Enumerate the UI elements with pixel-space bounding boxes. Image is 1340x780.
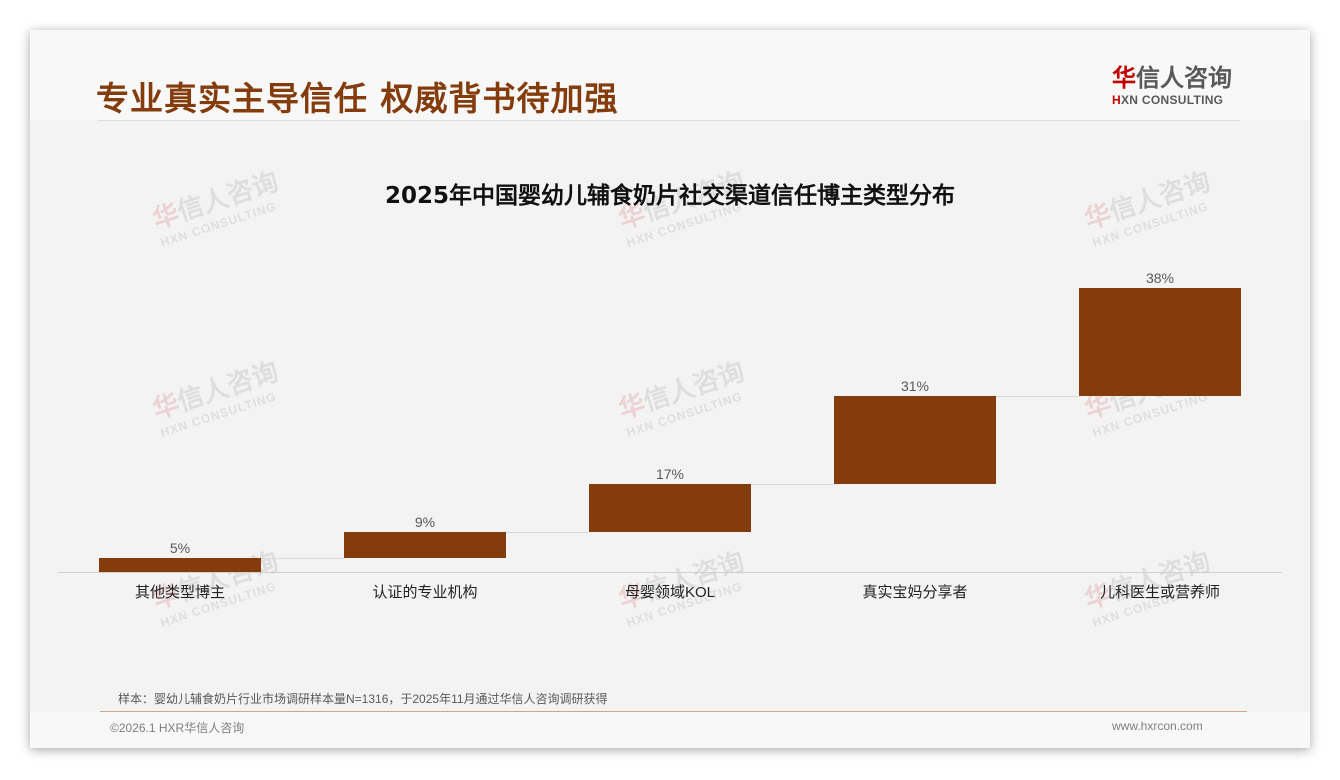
bar-value-label: 31% [900, 377, 930, 394]
category-label: 其他类型博主 [134, 584, 225, 601]
page-title: 专业真实主导信任 权威背书待加强 [96, 79, 619, 118]
website-link[interactable]: www.hxrcon.com [1112, 719, 1203, 733]
waterfall-chart: 5% 其他类型博主 9% 认证的专业机构 17% 母婴领域KOL 31% 真实宝妈分享者 38%… [30, 30, 1310, 748]
logo-accent-char: 华 [1112, 64, 1136, 92]
connector-line [751, 483, 834, 485]
footer-divider [100, 711, 1247, 712]
brand-logo: 华信人咨询 HXN CONSULTING [1112, 64, 1242, 107]
x-axis-line [58, 572, 1282, 573]
logo-cn-rest: 信人咨询 [1136, 64, 1232, 92]
bar-value-label: 9% [414, 514, 436, 531]
bar [99, 557, 261, 572]
logo-en: HXN CONSULTING [1112, 93, 1242, 107]
connector-line [261, 557, 344, 559]
bar-value-label: 5% [169, 539, 191, 556]
category-label: 认证的专业机构 [372, 584, 478, 601]
connector-line [506, 532, 589, 534]
bar [834, 395, 996, 484]
logo-cn: 华信人咨询 [1112, 64, 1242, 92]
connector-line [996, 395, 1079, 397]
copyright: ©2026.1 HXR华信人咨询 [110, 721, 245, 735]
category-label: 儿科医生或营养师 [1099, 584, 1220, 601]
bar-value-label: 17% [655, 465, 685, 482]
chart-title: 2025年中国婴幼儿辅食奶片社交渠道信任博主类型分布 [384, 183, 955, 209]
slide: 专业真实主导信任 权威背书待加强 华信人咨询 HXN CONSULTING 华信… [30, 30, 1310, 748]
logo-en-accent: H [1112, 93, 1121, 107]
bar-value-label: 38% [1145, 270, 1175, 286]
header-divider [98, 120, 1240, 121]
header-band [30, 30, 1310, 120]
category-label: 真实宝妈分享者 [862, 584, 968, 601]
bar [344, 532, 506, 558]
footer-band [30, 712, 1310, 748]
category-label: 母婴领域KOL [624, 584, 715, 601]
bar [589, 483, 751, 533]
bar [1079, 288, 1241, 396]
logo-en-rest: XN CONSULTING [1120, 93, 1224, 107]
sample-note: 样本：婴幼儿辅食奶片行业市场调研样本量N=1316，于2025年11月通过华信人… [118, 692, 608, 706]
